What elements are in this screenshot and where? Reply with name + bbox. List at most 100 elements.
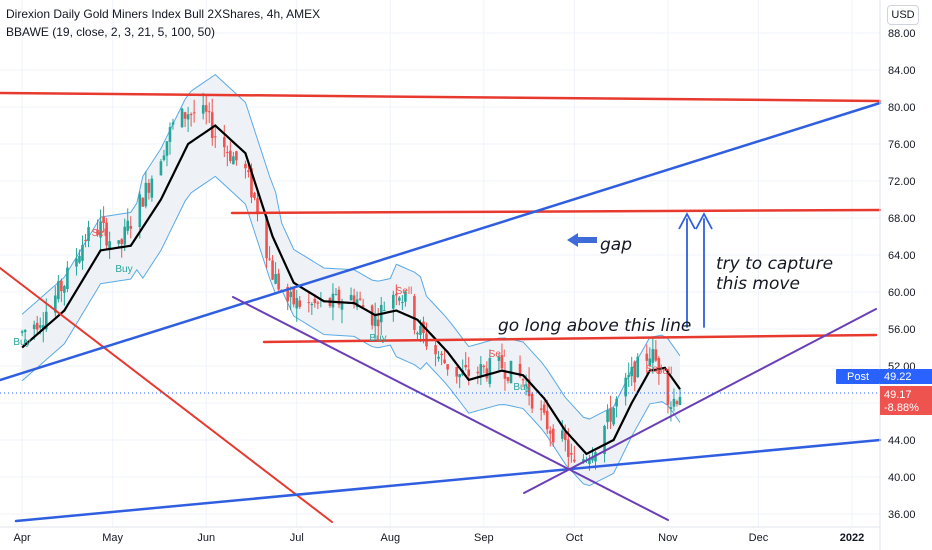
candle-body (500, 355, 504, 369)
x-tick-label: Nov (658, 532, 678, 544)
candle-body (102, 216, 105, 224)
ma-line (21, 124, 681, 456)
post-value: 49.22 (884, 371, 912, 383)
candle-body (44, 311, 48, 330)
annotation-go-long: go long above this line (498, 316, 692, 336)
candle-body (476, 371, 480, 374)
candle-body (548, 430, 552, 434)
candle-body (229, 150, 232, 161)
candle-body (675, 401, 679, 404)
candle-body (358, 298, 362, 300)
candle-body (307, 302, 311, 304)
breakout-line (262, 333, 878, 344)
x-tick-label: Apr (14, 532, 31, 544)
y-tick-label: 40.00 (888, 472, 916, 484)
candle-body (331, 293, 335, 308)
signal-label: Buy (513, 382, 530, 393)
trend-lines (0, 91, 882, 523)
candle-body (594, 452, 597, 462)
candle-body (416, 332, 419, 335)
candle-body (20, 331, 24, 333)
gap-arrow (567, 233, 597, 247)
candle-body (183, 112, 187, 119)
candle-body (482, 365, 486, 368)
candle-body (588, 458, 591, 464)
candle-body (298, 300, 302, 307)
candle-body (521, 379, 525, 381)
candle-body (247, 170, 250, 172)
y-tick-label: 56.00 (888, 324, 916, 336)
candle-body (108, 241, 111, 249)
candle-body (606, 409, 609, 423)
x-tick-label: Aug (380, 532, 400, 544)
candle-body (488, 358, 492, 384)
candle-body (268, 258, 271, 260)
candle-body (159, 161, 163, 176)
candle-body (253, 193, 256, 198)
signal-label: Buy (369, 333, 386, 344)
candle-body (633, 361, 637, 383)
candle-body (485, 368, 489, 379)
candle-body (232, 156, 235, 165)
annotation-capture-line1: try to capture (716, 254, 834, 274)
candle-body (636, 356, 640, 378)
target-line (230, 208, 882, 215)
candle-body (443, 359, 446, 364)
candle-body (265, 216, 268, 259)
candle-body (129, 226, 133, 229)
candle-body (120, 239, 124, 244)
candle-body (458, 374, 461, 378)
y-tick-label: 76.00 (888, 139, 916, 151)
moving-average (21, 124, 681, 456)
currency-button[interactable]: USD (887, 5, 919, 25)
candle-body (434, 345, 437, 355)
last-value-box (880, 386, 932, 415)
candle-body (573, 459, 576, 462)
candle-body (404, 291, 407, 302)
candlesticks (20, 92, 682, 471)
signal-label: Buy (115, 264, 132, 275)
candle-body (382, 310, 386, 312)
candle-body (244, 163, 247, 169)
candle-body (150, 178, 154, 198)
candle-body (340, 303, 344, 310)
signal-label: Sell (396, 286, 413, 297)
candle-body (201, 105, 205, 114)
candle-body (530, 393, 534, 409)
x-tick-label: Dec (749, 532, 769, 544)
y-tick-label: 72.00 (888, 176, 916, 188)
candle-body (542, 404, 546, 413)
candle-body (126, 220, 130, 231)
candle-body (23, 330, 27, 332)
candle-body (117, 240, 120, 244)
candle-body (286, 286, 289, 302)
candle-body (467, 369, 471, 376)
candle-body (162, 155, 166, 160)
candle-body (337, 289, 341, 305)
candle-body (96, 229, 99, 235)
y-tick-label: 64.00 (888, 250, 916, 262)
candle-body (235, 151, 238, 161)
upper-channel-line (0, 101, 882, 382)
x-tick-label: Jul (290, 532, 304, 544)
candle-body (81, 245, 84, 261)
candle-body (630, 366, 634, 377)
candle-body (564, 432, 567, 441)
candle-body (654, 349, 658, 361)
candle-body (506, 377, 510, 381)
y-tick-label: 44.00 (888, 435, 916, 447)
candle-body (609, 408, 612, 422)
signal-label: Sell (92, 228, 109, 239)
candle-body (41, 325, 45, 329)
candle-body (539, 408, 543, 410)
candle-body (669, 407, 673, 410)
candle-body (57, 281, 60, 300)
candle-body (213, 136, 217, 138)
last-value: 49.17 (884, 389, 912, 401)
x-tick-label: Oct (566, 532, 583, 544)
chart-title: Direxion Daily Gold Miners Index Bull 2X… (6, 7, 321, 21)
candle-body (678, 396, 682, 406)
candle-body (277, 273, 280, 290)
capture-arrow-head (678, 212, 696, 230)
